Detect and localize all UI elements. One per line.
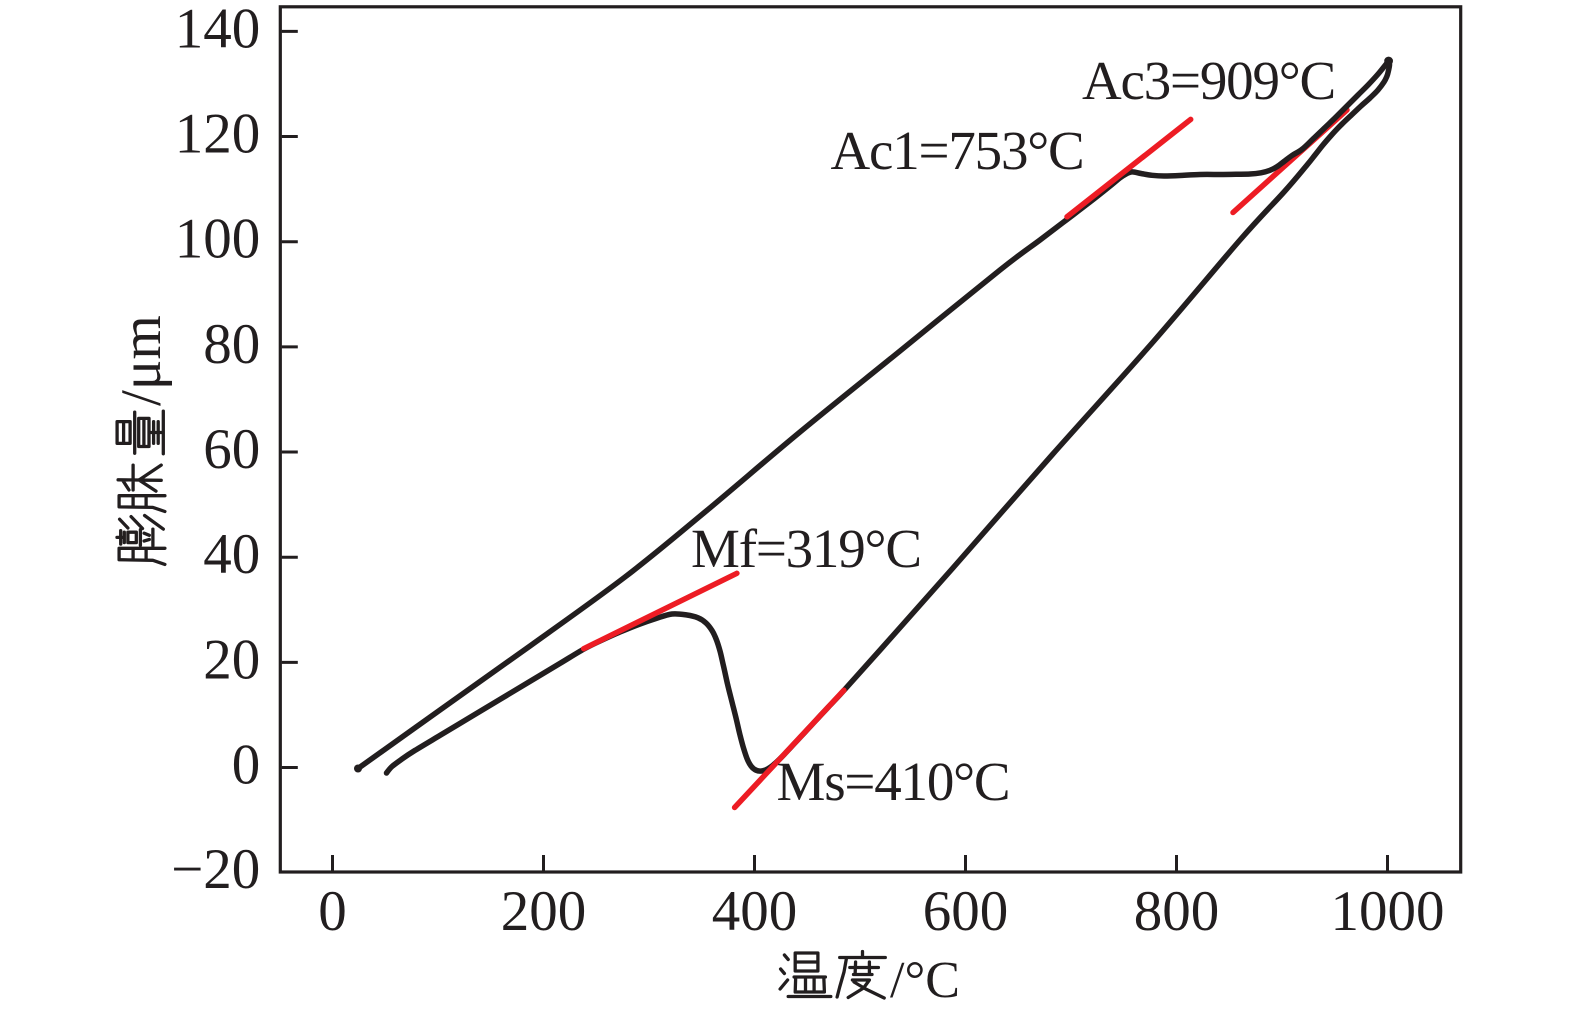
svg-text:−20: −20 [171, 838, 260, 901]
svg-text:800: 800 [1134, 880, 1220, 943]
svg-text:Ac1=753°C: Ac1=753°C [831, 120, 1084, 181]
svg-text:Mf=319°C: Mf=319°C [691, 518, 921, 579]
svg-text:40: 40 [203, 523, 260, 586]
svg-text:80: 80 [203, 313, 260, 376]
svg-text:/°C: /°C [890, 952, 960, 1009]
svg-text:Ms=410°C: Ms=410°C [777, 751, 1010, 812]
svg-text:0: 0 [318, 880, 347, 943]
svg-text:200: 200 [501, 880, 587, 943]
svg-text:20: 20 [203, 628, 260, 691]
svg-text:1000: 1000 [1331, 880, 1445, 943]
svg-text:60: 60 [203, 418, 260, 481]
svg-text:100: 100 [175, 208, 261, 271]
svg-text:Ac3=909°C: Ac3=909°C [1082, 50, 1335, 111]
svg-text:120: 120 [175, 103, 261, 166]
svg-text:140: 140 [175, 0, 261, 60]
svg-text:600: 600 [923, 880, 1009, 943]
svg-text:400: 400 [712, 880, 798, 943]
svg-text:0: 0 [232, 734, 261, 797]
svg-text:/μm: /μm [110, 315, 173, 406]
